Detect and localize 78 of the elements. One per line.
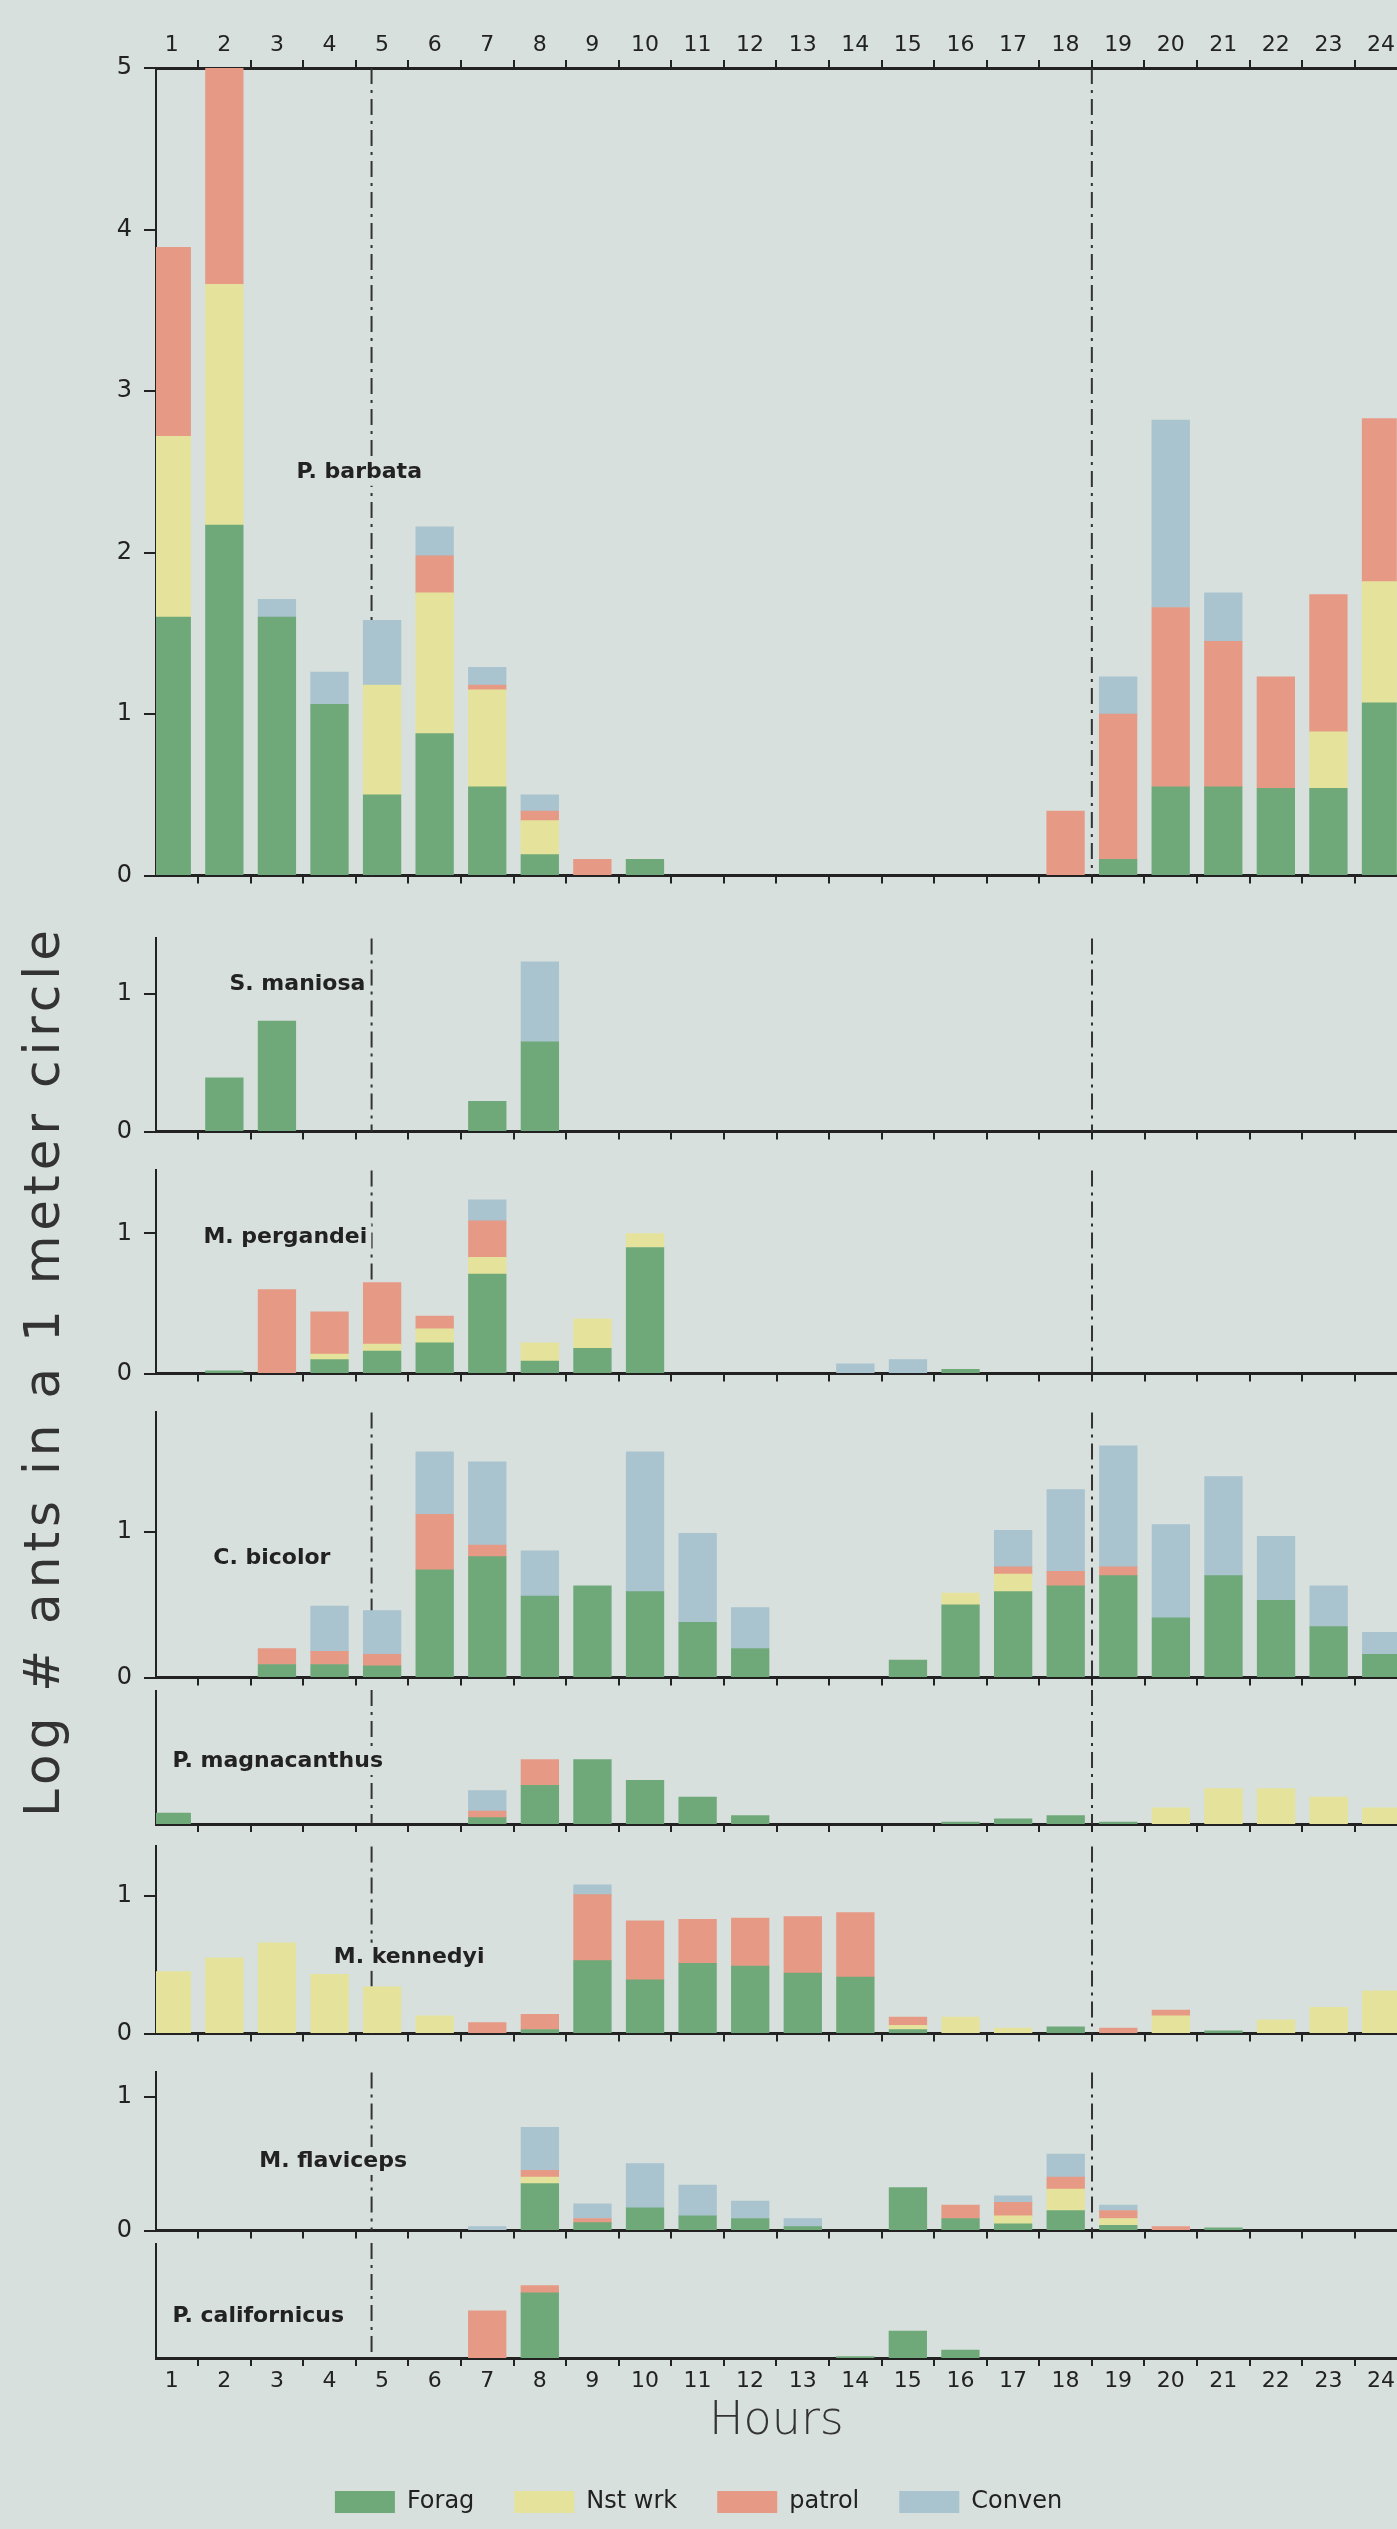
x-tick-label: 12: [736, 2366, 765, 2392]
text: M. flaviceps: [259, 2146, 408, 2172]
x-tick-label: 16: [946, 2366, 975, 2392]
y-tick-label: 1: [116, 1880, 132, 1909]
x-tick-label: 20: [1156, 2366, 1185, 2392]
x-tick-label: 4: [322, 30, 337, 56]
legend-label: patrol: [789, 2486, 860, 2515]
x-tick-label: 22: [1261, 2366, 1290, 2392]
x-tick-label: 7: [480, 30, 495, 56]
x-tick-label: 9: [585, 2366, 600, 2392]
x-tick-label: 24: [1367, 30, 1395, 56]
text: C. bicolor: [213, 1543, 331, 1569]
x-tick-label: 17: [998, 30, 1027, 56]
x-tick-label: 8: [532, 30, 547, 56]
x-tick-label: 9: [585, 30, 600, 56]
x-tick-label: 6: [427, 30, 442, 56]
x-tick-label: 21: [1209, 2366, 1238, 2392]
x-tick-label: 1: [164, 2366, 179, 2392]
x-tick-label: 2: [217, 30, 232, 56]
x-tick-label: 3: [269, 30, 284, 56]
x-tick-label: 14: [841, 30, 870, 56]
y-tick-label: 0: [116, 1115, 132, 1144]
x-tick-label: 17: [998, 2366, 1027, 2392]
x-tick-label: 13: [788, 2366, 817, 2392]
x-axis-title: Hours: [709, 2391, 844, 2446]
y-tick-label: 1: [116, 698, 132, 727]
y-tick-label: 2: [116, 536, 132, 565]
x-tick-label: 15: [893, 30, 922, 56]
y-tick-label: 0: [116, 2017, 132, 2046]
y-tick-label: 0: [116, 2214, 132, 2243]
x-tick-label: 21: [1209, 30, 1238, 56]
x-tick-label: 15: [893, 2366, 922, 2392]
x-tick-label: 2: [217, 2366, 232, 2392]
legend-label: Conven: [971, 2486, 1063, 2515]
y-tick-label: 1: [116, 1217, 132, 1246]
y-tick-label: 3: [116, 375, 132, 404]
y-tick-label: 5: [116, 52, 132, 81]
x-tick-label: 18: [1051, 30, 1080, 56]
x-tick-label: 19: [1104, 2366, 1133, 2392]
x-tick-label: 7: [480, 2366, 495, 2392]
y-tick-label: 1: [116, 1516, 132, 1545]
x-tick-label: 3: [269, 2366, 284, 2392]
x-tick-label: 12: [736, 30, 765, 56]
y-axis-title: Log # ants in a 1 meter circle: [13, 925, 71, 1817]
legend-label: Forag: [406, 2486, 475, 2515]
x-tick-label: 8: [532, 2366, 547, 2392]
y-tick-label: 1: [116, 977, 132, 1006]
x-tick-label: 5: [375, 30, 390, 56]
x-tick-label: 13: [788, 30, 817, 56]
x-tick-label: 24: [1367, 2366, 1395, 2392]
x-tick-label: 5: [375, 2366, 390, 2392]
chart-title: P. magnacanthus: [172, 1746, 384, 1772]
text: M. pergandei: [203, 1223, 368, 1249]
x-tick-label: 1: [164, 30, 179, 56]
text: P. californicus: [172, 2302, 345, 2328]
x-tick-label: 20: [1156, 30, 1185, 56]
y-tick-label: 1: [116, 2080, 132, 2109]
y-tick-label: 0: [116, 1357, 132, 1386]
text: M. kennedyi: [333, 1942, 485, 1968]
x-tick-label: 6: [427, 2366, 442, 2392]
x-tick-label: 23: [1314, 2366, 1343, 2392]
y-tick-label: 0: [116, 859, 132, 888]
y-tick-label: 4: [116, 213, 132, 242]
x-tick-label: 11: [683, 30, 712, 56]
x-tick-label: 16: [946, 30, 975, 56]
x-tick-label: 10: [630, 30, 659, 56]
x-tick-label: 10: [630, 2366, 659, 2392]
x-tick-label: 23: [1314, 30, 1343, 56]
text: S. maniosa: [229, 970, 366, 996]
legend-label: Nst wrk: [586, 2486, 678, 2515]
x-tick-label: 22: [1261, 30, 1290, 56]
text: P. barbata: [296, 457, 422, 483]
x-tick-label: 11: [683, 2366, 712, 2392]
x-tick-label: 4: [322, 2366, 337, 2392]
x-tick-label: 19: [1104, 30, 1133, 56]
y-tick-label: 0: [116, 1661, 132, 1690]
x-tick-label: 18: [1051, 2366, 1080, 2392]
x-tick-label: 14: [841, 2366, 870, 2392]
